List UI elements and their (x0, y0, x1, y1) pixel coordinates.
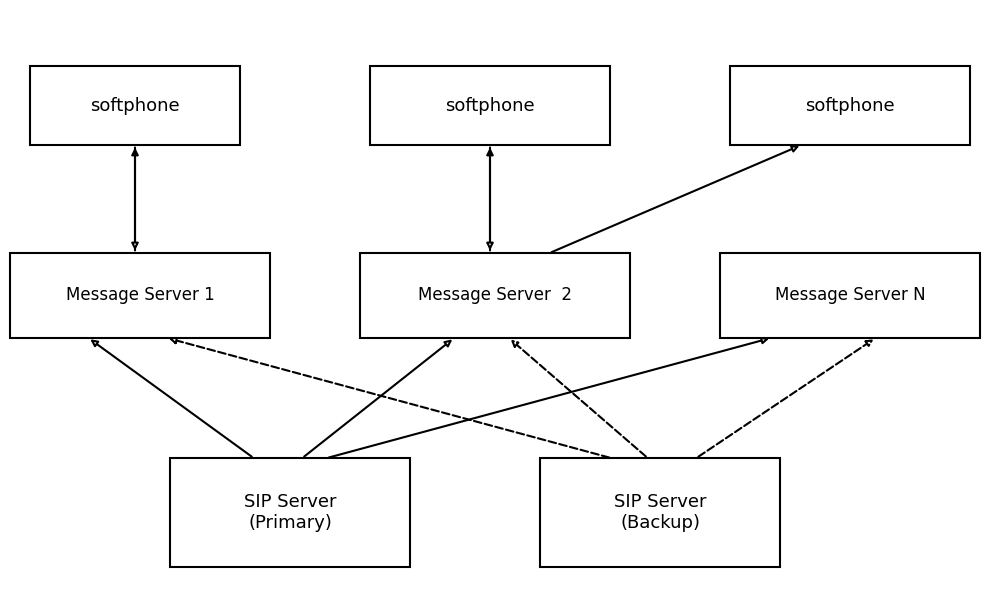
Text: Message Server N: Message Server N (775, 286, 925, 305)
Bar (30, 66, 240, 145)
Text: softphone: softphone (90, 96, 180, 115)
Bar (540, 458, 780, 567)
Text: SIP Server
(Backup): SIP Server (Backup) (614, 493, 706, 532)
Text: Message Server 1: Message Server 1 (66, 286, 214, 305)
Text: softphone: softphone (445, 96, 535, 115)
Text: SIP Server
(Primary): SIP Server (Primary) (244, 493, 336, 532)
Bar (170, 458, 410, 567)
Bar (360, 253, 630, 338)
Text: softphone: softphone (805, 96, 895, 115)
Bar (730, 66, 970, 145)
Text: Message Server  2: Message Server 2 (418, 286, 572, 305)
Bar (720, 253, 980, 338)
Bar (10, 253, 270, 338)
Bar (370, 66, 610, 145)
